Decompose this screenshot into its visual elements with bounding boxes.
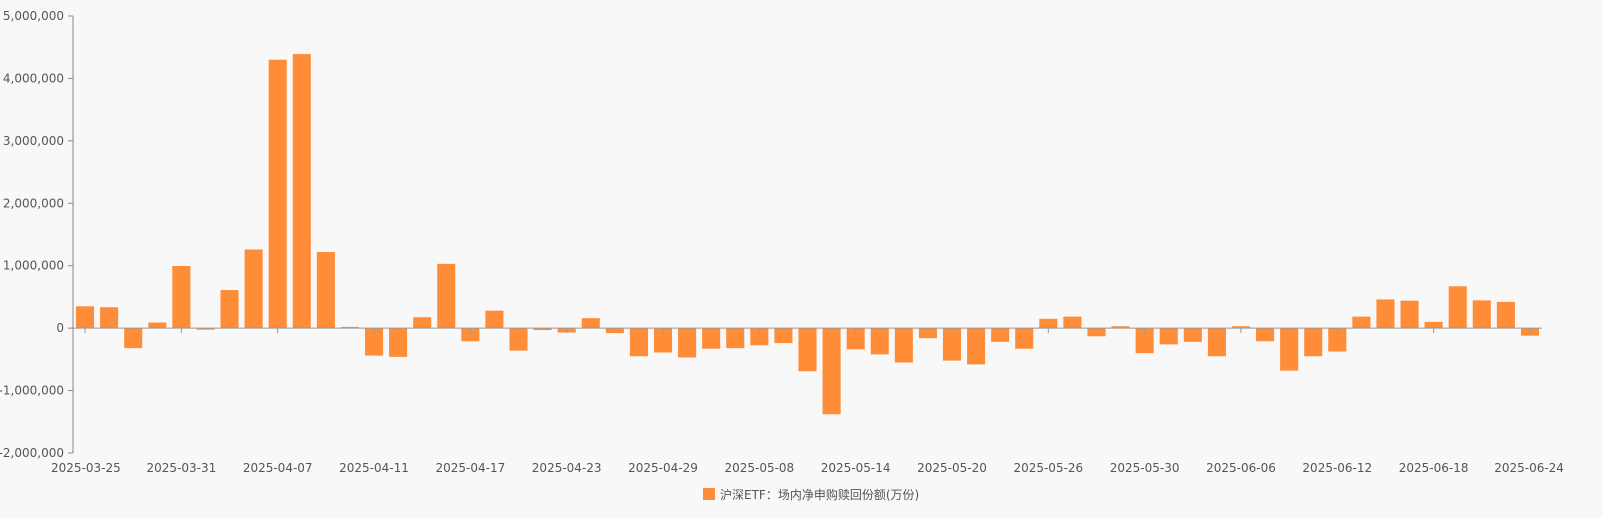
x-tick-label: 2025-04-29 [628, 461, 698, 475]
bar[interactable] [100, 307, 119, 329]
bar[interactable] [76, 306, 95, 329]
bar[interactable] [268, 59, 287, 329]
bar[interactable] [1424, 321, 1443, 329]
bar[interactable] [196, 328, 215, 330]
bar[interactable] [750, 328, 769, 346]
bar[interactable] [1159, 328, 1178, 345]
bar[interactable] [1448, 286, 1467, 329]
y-tick-label: 2,000,000 [3, 196, 64, 210]
x-tick-label: 2025-03-31 [146, 461, 216, 475]
bar[interactable] [1376, 299, 1395, 329]
bar[interactable] [1111, 326, 1130, 329]
y-tick-label: -1,000,000 [0, 384, 64, 398]
bar[interactable] [1207, 328, 1226, 357]
legend-label[interactable]: 沪深ETF：场内净申购赎回份额(万份) [720, 487, 919, 502]
bar[interactable] [967, 328, 986, 365]
bar[interactable] [605, 328, 624, 334]
bar[interactable] [172, 266, 191, 329]
bar[interactable] [413, 317, 432, 329]
y-tick-label: 0 [56, 321, 64, 335]
bar[interactable] [774, 328, 793, 344]
x-axis: 2025-03-25 2025-03-31 2025-04-07 2025-04-11… [51, 327, 1564, 475]
x-tick-label: 2025-06-24 [1494, 461, 1564, 475]
bar[interactable] [533, 328, 552, 331]
bar[interactable] [846, 328, 865, 350]
bar[interactable] [148, 322, 167, 329]
bar[interactable] [1328, 328, 1347, 352]
bar[interactable] [124, 328, 143, 349]
x-tick-label: 2025-05-14 [821, 461, 891, 475]
bar[interactable] [220, 290, 239, 329]
bar[interactable] [918, 328, 937, 339]
bar[interactable] [1135, 328, 1154, 354]
bar[interactable] [581, 318, 600, 329]
bar[interactable] [1183, 328, 1202, 342]
y-tick-label: 1,000,000 [3, 259, 64, 273]
bar[interactable] [389, 328, 408, 357]
legend-swatch[interactable] [703, 488, 715, 500]
bar[interactable] [244, 249, 263, 329]
bar[interactable] [485, 310, 504, 329]
x-tick-label: 2025-04-23 [532, 461, 602, 475]
y-tick-label: 3,000,000 [3, 134, 64, 148]
bar[interactable] [870, 328, 889, 355]
bar[interactable] [726, 328, 745, 349]
bar[interactable] [1304, 328, 1323, 357]
x-tick-label: 2025-04-11 [339, 461, 409, 475]
bar[interactable] [461, 328, 480, 342]
bar[interactable] [1015, 328, 1034, 349]
bar[interactable] [653, 328, 673, 353]
bar[interactable] [340, 326, 359, 329]
bar[interactable] [509, 328, 528, 351]
bar[interactable] [1087, 328, 1106, 337]
bar[interactable] [1231, 326, 1251, 329]
x-tick-label: 2025-06-18 [1399, 461, 1469, 475]
bar[interactable] [894, 328, 913, 363]
y-tick-label: 5,000,000 [3, 9, 64, 23]
bars-group [76, 54, 1539, 415]
x-tick-label: 2025-04-17 [435, 461, 505, 475]
bar[interactable] [1400, 300, 1419, 329]
bar[interactable] [316, 251, 335, 329]
bar[interactable] [364, 328, 384, 356]
bar[interactable] [942, 328, 962, 361]
bar[interactable] [798, 328, 817, 372]
bar[interactable] [1496, 301, 1515, 329]
bar[interactable] [1352, 316, 1371, 329]
y-axis: 5,000,000 4,000,000 3,000,000 2,000,000 1,00… [0, 9, 74, 460]
x-tick-label: 2025-04-07 [243, 461, 313, 475]
bar[interactable] [292, 54, 311, 329]
bar[interactable] [1256, 328, 1275, 342]
x-tick-label: 2025-05-20 [917, 461, 987, 475]
y-tick-label: -2,000,000 [0, 446, 64, 460]
bar[interactable] [678, 328, 697, 358]
x-tick-label: 2025-05-30 [1110, 461, 1180, 475]
bar[interactable] [991, 328, 1010, 342]
legend[interactable]: 沪深ETF：场内净申购赎回份额(万份) [703, 487, 919, 502]
bar[interactable] [629, 328, 648, 357]
y-tick-label: 4,000,000 [3, 71, 64, 85]
x-tick-label: 2025-05-08 [724, 461, 794, 475]
bar[interactable] [437, 263, 456, 329]
bar[interactable] [822, 328, 841, 415]
bar[interactable] [702, 328, 721, 349]
x-tick-label: 2025-05-26 [1013, 461, 1083, 475]
bar[interactable] [1039, 318, 1058, 329]
x-tick-label: 2025-06-12 [1302, 461, 1372, 475]
bar[interactable] [1472, 300, 1491, 329]
x-tick-label: 2025-03-25 [51, 461, 121, 475]
bar[interactable] [1280, 328, 1299, 371]
bar[interactable] [1063, 316, 1082, 329]
x-tick-label: 2025-06-06 [1206, 461, 1276, 475]
